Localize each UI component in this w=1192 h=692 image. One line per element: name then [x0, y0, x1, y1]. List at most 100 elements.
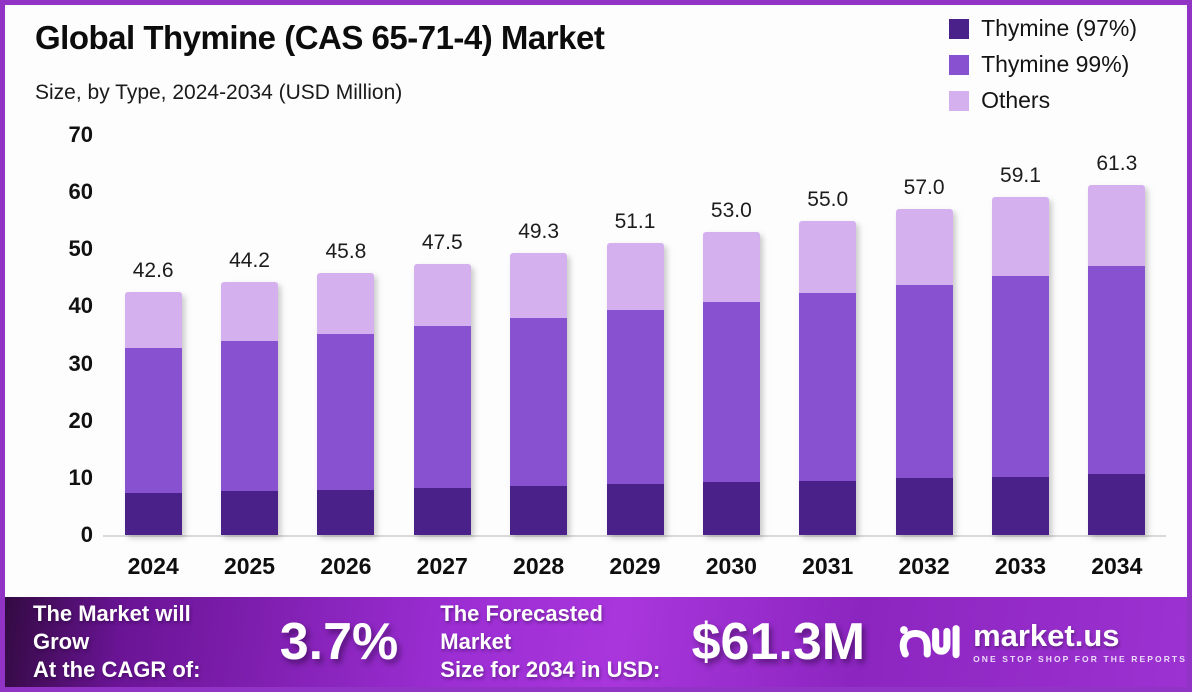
bar-segment	[606, 243, 664, 311]
x-tick-label: 2034	[1091, 553, 1143, 579]
bar-segment	[1088, 184, 1146, 266]
stacked-bar-2025	[221, 282, 279, 535]
y-tick-label: 50	[68, 236, 93, 262]
legend-item: Others	[949, 87, 1137, 114]
brand-logo: market.us ONE STOP SHOP FOR THE REPORTS	[899, 618, 1187, 666]
bar-segment	[510, 253, 568, 319]
page-title: Global Thymine (CAS 65-71-4) Market	[35, 19, 605, 56]
stacked-bar-2030	[702, 232, 760, 535]
x-tick-label: 2032	[898, 553, 950, 579]
x-tick-label: 2024	[127, 553, 179, 579]
bar-segment	[991, 275, 1049, 477]
bar-segment	[702, 482, 760, 535]
legend-swatch-icon	[949, 90, 970, 111]
y-tick-label: 0	[80, 522, 93, 547]
bar-total-label: 47.5	[421, 230, 463, 254]
bar-segment	[606, 484, 664, 535]
bar-segment	[124, 348, 182, 493]
x-tick-label: 2026	[320, 553, 372, 579]
bar-segment	[991, 197, 1049, 276]
bar-total-label: 61.3	[1096, 151, 1138, 175]
bar-total-label: 53.0	[710, 199, 752, 223]
bar-segment	[1088, 474, 1146, 535]
x-tick-label: 2027	[416, 553, 468, 579]
bar-segment	[221, 282, 279, 341]
bar-total-label: 59.1	[1000, 164, 1041, 188]
forecast-caption: The Forecasted Market Size for 2034 in U…	[440, 600, 667, 684]
bar-total-label: 51.1	[614, 210, 656, 233]
bar-segment	[317, 489, 375, 535]
brand-name: market.us	[973, 617, 1120, 653]
bar-segment	[702, 302, 760, 483]
x-tick-label: 2033	[994, 553, 1047, 579]
legend-item: Thymine (97%)	[949, 15, 1137, 42]
y-tick-label: 30	[68, 350, 93, 376]
bar-segment	[317, 333, 375, 490]
legend-swatch-icon	[949, 18, 970, 39]
bar-segment	[991, 476, 1049, 535]
cagr-caption-line1: The Market will Grow	[33, 601, 191, 654]
stacked-bar-2026	[317, 273, 375, 535]
bar-segment	[799, 220, 857, 294]
bar-segment	[702, 232, 760, 303]
x-tick-label: 2031	[802, 553, 854, 579]
bar-total-label: 55.0	[807, 187, 849, 211]
bar-segment	[221, 490, 279, 535]
bar-segment	[606, 310, 664, 485]
bar-segment	[124, 492, 182, 535]
stacked-bar-2032	[895, 209, 953, 535]
forecast-value: $61.3M	[691, 613, 866, 671]
x-tick-label: 2025	[223, 553, 276, 579]
cagr-caption: The Market will Grow At the CAGR of:	[33, 600, 242, 684]
bar-total-label: 44.2	[229, 249, 270, 273]
chart-subtitle: Size, by Type, 2024-2034 (USD Million)	[35, 81, 403, 104]
bar-segment	[317, 273, 375, 334]
stacked-bar-2029	[606, 243, 664, 535]
bar-total-label: 45.8	[325, 240, 367, 264]
legend: Thymine (97%) Thymine 99%) Others	[949, 15, 1137, 114]
cagr-caption-line2: At the CAGR of:	[33, 657, 201, 682]
x-axis-baseline	[103, 535, 1166, 537]
bar-total-label: 49.3	[518, 220, 560, 244]
x-tick-label: 2030	[705, 553, 757, 579]
bar-segment	[895, 478, 953, 535]
bar-segment	[799, 480, 857, 535]
x-tick-label: 2028	[513, 553, 565, 579]
bar-segment	[799, 293, 857, 481]
bar-segment	[413, 326, 471, 489]
forecast-caption-line2: Size for 2034 in USD:	[440, 657, 661, 682]
legend-item: Thymine 99%)	[949, 51, 1137, 78]
legend-label: Others	[981, 87, 1051, 113]
y-tick-label: 60	[68, 179, 93, 205]
bar-segment	[510, 318, 568, 487]
y-tick-label: 10	[68, 464, 93, 490]
stacked-bar-2031	[799, 220, 857, 535]
plot-area: 0 10 20 30 40 50 60 70 42.6 2024 44.2 2025 45.8 2026 4…	[5, 5, 1187, 687]
x-tick-label: 2029	[609, 553, 661, 579]
bar-segment	[895, 284, 953, 479]
y-tick-label: 20	[68, 407, 93, 433]
stacked-bar-2024	[124, 291, 182, 535]
bar-segment	[413, 488, 471, 535]
legend-swatch-icon	[949, 54, 970, 75]
bar-segment	[895, 209, 953, 285]
stacked-bar-2033	[991, 197, 1049, 535]
footer-banner: The Market will Grow At the CAGR of: 3.7…	[5, 597, 1187, 687]
y-tick-label: 40	[68, 293, 93, 319]
bar-total-label: 57.0	[903, 176, 945, 200]
bar-segment	[221, 340, 279, 491]
brand-tagline: ONE STOP SHOP FOR THE REPORTS	[973, 653, 1187, 664]
legend-label: Thymine (97%)	[981, 15, 1137, 41]
legend-label: Thymine 99%)	[981, 51, 1130, 77]
bar-segment	[1088, 265, 1146, 475]
stacked-bar-2034	[1088, 184, 1146, 535]
bar-segment	[510, 486, 568, 535]
stacked-bar-2028	[510, 253, 568, 535]
stacked-bar-2027	[413, 263, 471, 535]
brand-wordmark: market.us ONE STOP SHOP FOR THE REPORTS	[973, 617, 1187, 664]
y-tick-label: 70	[68, 122, 93, 147]
bar-segment	[124, 291, 182, 349]
bar-total-label: 42.6	[132, 258, 174, 282]
forecast-caption-line1: The Forecasted Market	[440, 601, 603, 654]
